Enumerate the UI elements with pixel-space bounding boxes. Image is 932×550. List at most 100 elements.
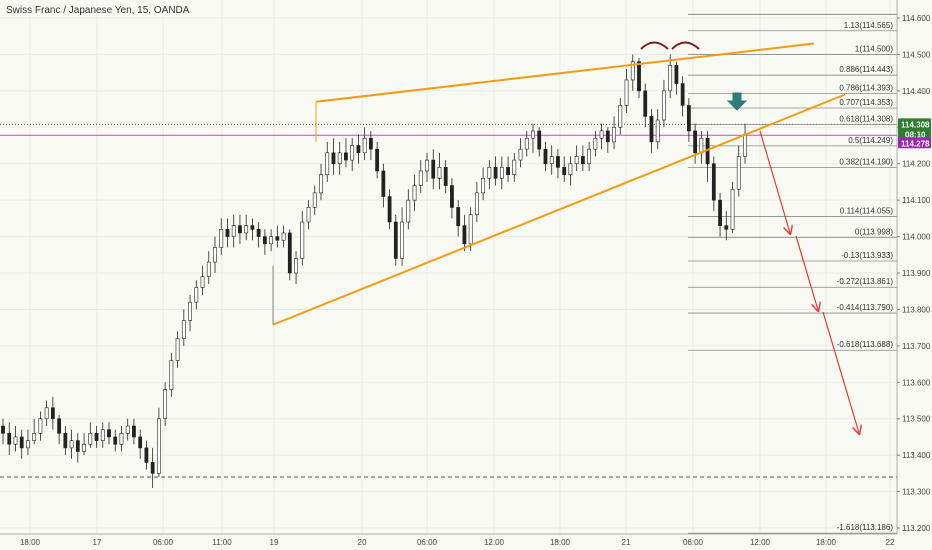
time-tick-label: 21	[622, 538, 631, 547]
candle-body	[412, 185, 417, 201]
candle-body	[518, 148, 523, 161]
candle-body	[580, 156, 585, 165]
time-axis[interactable]: 18:00 17 06:00 11:00 19 20 06:00 12:00 18:00 21 06…	[0, 533, 897, 550]
price-tick-label: 113.800	[902, 305, 931, 314]
candle-body	[19, 436, 24, 449]
candle-body	[680, 83, 685, 106]
fib-level-label: -1.618(113.186)	[837, 523, 894, 532]
candle-body	[150, 462, 155, 474]
candle-body	[381, 170, 386, 197]
candle-body	[75, 440, 80, 452]
candle-body	[119, 433, 124, 445]
time-tick-label: 11:00	[212, 538, 232, 547]
candle-body	[331, 152, 336, 165]
candle-body	[69, 440, 74, 449]
candle-body	[175, 338, 180, 361]
candle-body	[113, 436, 118, 445]
candle-body	[194, 287, 199, 303]
price-tick-label: 114.500	[902, 50, 931, 59]
candlestick-series	[1, 54, 747, 488]
candle-body	[107, 429, 111, 438]
candle-body	[319, 174, 323, 194]
candle-body	[88, 433, 93, 445]
candle-body	[225, 228, 230, 237]
price-tick-label: 114.100	[902, 196, 931, 205]
candle-body	[699, 137, 704, 154]
candle-body	[668, 65, 673, 92]
candle-body	[362, 137, 367, 154]
fib-level-label: 0.618(114.308)	[839, 114, 893, 123]
candle-body	[368, 137, 373, 150]
projection-arrow-2	[795, 235, 818, 310]
candle-body	[393, 221, 398, 259]
candle-body	[275, 236, 280, 241]
time-tick-label: 18:00	[20, 538, 41, 547]
price-tick-label: 113.200	[902, 524, 931, 533]
price-tick-label: 114.200	[902, 160, 931, 169]
price-axis[interactable]: 114.600114.500114.400114.300114.200114.1…	[896, 0, 932, 550]
candle-body	[599, 130, 604, 139]
fib-level-label: -0.618(113.688)	[837, 340, 894, 349]
candle-body	[125, 425, 130, 434]
time-tick-label: 22	[886, 538, 895, 547]
fib-level-label: 0.382(114.190)	[839, 157, 893, 166]
candle-body	[450, 185, 454, 208]
fib-level-label: -0.272(113.861)	[837, 277, 894, 286]
candle-body	[574, 156, 579, 165]
candle-body	[549, 156, 554, 165]
candle-body	[238, 225, 242, 234]
candle-body	[630, 61, 635, 81]
candle-body	[306, 207, 311, 223]
candle-body	[250, 225, 255, 230]
candle-body	[350, 145, 355, 161]
candle-body	[156, 418, 161, 474]
candle-body	[425, 159, 429, 172]
candle-body	[163, 389, 168, 420]
horizontal-lines	[0, 123, 897, 478]
candle-body	[649, 116, 654, 143]
candle-body	[506, 167, 510, 175]
current-price-label: 114.308	[901, 120, 930, 129]
time-tick-label: 12:00	[750, 538, 771, 547]
candle-body	[562, 167, 567, 175]
candle-body	[356, 145, 361, 154]
candle-body	[730, 188, 735, 230]
candle-body	[94, 433, 99, 441]
price-tick-label: 114.400	[902, 87, 931, 96]
candle-body	[281, 232, 286, 241]
wedge-lower-trendline[interactable]	[272, 93, 846, 326]
candle-body	[138, 436, 143, 449]
fibonacci-levels[interactable]: 1.13(114.565) 1(114.500) 0.886(114.443) 0.7…	[688, 13, 897, 534]
candle-body	[543, 148, 548, 165]
projection-arrow-3	[822, 311, 859, 433]
candle-body	[200, 276, 205, 288]
candle-body	[13, 436, 18, 445]
time-tick-label: 19	[270, 538, 279, 547]
drawings[interactable]	[272, 41, 859, 434]
candle-body	[144, 447, 149, 463]
candle-body	[674, 65, 679, 84]
candle-body	[736, 156, 741, 190]
fib-level-label: 0.786(114.393)	[839, 83, 893, 92]
candle-body	[188, 301, 192, 321]
candle-body	[256, 228, 261, 237]
wedge-upper-trendline[interactable]	[315, 42, 815, 103]
price-axis-bg	[897, 0, 932, 550]
price-tick-label: 113.400	[902, 451, 931, 460]
candle-body	[82, 443, 86, 452]
candle-body	[624, 79, 629, 106]
candle-body	[474, 192, 479, 216]
candle-body	[481, 177, 486, 194]
candle-body	[462, 225, 467, 245]
fib-level-label: 0.707(114.353)	[839, 98, 893, 107]
candle-body	[724, 225, 729, 230]
candle-body	[686, 105, 691, 132]
candle-body	[26, 440, 30, 449]
candle-body	[312, 192, 317, 208]
grid	[0, 0, 897, 534]
candle-body	[375, 148, 380, 172]
countdown-label: 08:10	[905, 130, 926, 139]
candle-body	[618, 105, 623, 128]
